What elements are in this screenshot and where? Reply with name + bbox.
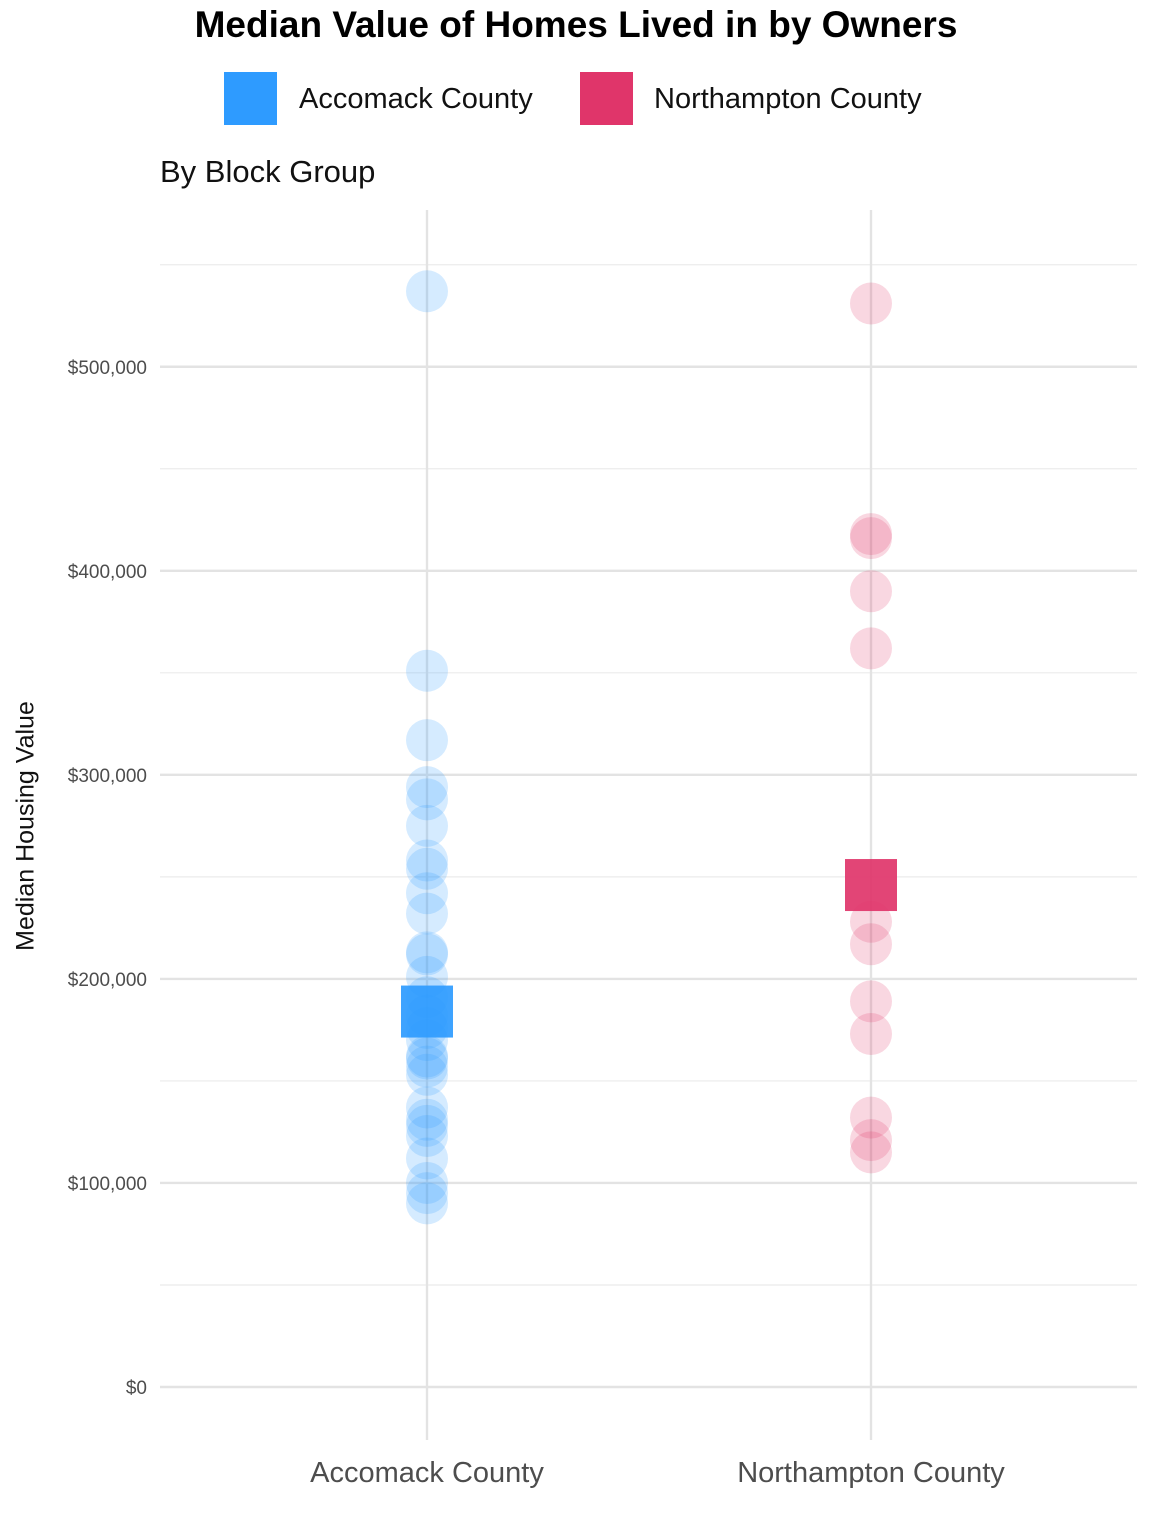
- data-point: [406, 892, 448, 935]
- data-point: [850, 1096, 892, 1139]
- data-point: [850, 517, 892, 560]
- data-point: [406, 1098, 448, 1141]
- median-marker: [401, 985, 453, 1038]
- data-point: [406, 1045, 448, 1088]
- tick-layer: $0 $100,000 $200,000 $300,000 $400,000 $500,0…: [68, 358, 1006, 1489]
- data-point: [406, 931, 448, 974]
- data-point: [406, 270, 448, 313]
- x-tick-label: Accomack County: [310, 1457, 544, 1489]
- data-point: [850, 980, 892, 1023]
- legend-label-northampton: Northampton County: [654, 83, 922, 115]
- data-point: [406, 1037, 448, 1080]
- legend-key-accomack: [224, 72, 277, 125]
- data-point: [850, 282, 892, 325]
- legend-label-accomack: Accomack County: [299, 83, 533, 115]
- y-tick-label: $0: [126, 1378, 147, 1399]
- median-layer: [401, 859, 897, 1038]
- y-tick-label: $500,000: [68, 358, 147, 379]
- x-tick-label: Northampton County: [737, 1457, 1005, 1489]
- y-tick-label: $400,000: [68, 562, 147, 583]
- data-point: [406, 933, 448, 976]
- data-point: [406, 1035, 448, 1078]
- data-point: [850, 627, 892, 670]
- data-point: [406, 1182, 448, 1225]
- data-point: [850, 923, 892, 966]
- chart-subtitle: By Block Group: [160, 154, 376, 189]
- data-point: [406, 1053, 448, 1096]
- data-point: [850, 900, 892, 943]
- data-point: [406, 1137, 448, 1180]
- data-point: [406, 804, 448, 847]
- data-point: [850, 1131, 892, 1174]
- data-point: [406, 778, 448, 821]
- data-point: [406, 847, 448, 890]
- data-point: [406, 872, 448, 915]
- y-tick-label: $100,000: [68, 1174, 147, 1195]
- data-point: [406, 1086, 448, 1129]
- grid-layer: [160, 210, 1137, 1440]
- data-point: [406, 766, 448, 809]
- legend-key-northampton: [580, 72, 633, 125]
- data-point: [850, 570, 892, 613]
- data-point: [406, 1161, 448, 1204]
- data-point: [406, 839, 448, 882]
- chart-title: Median Value of Homes Lived in by Owners: [194, 4, 958, 45]
- data-point: [406, 719, 448, 762]
- data-point: [406, 1104, 448, 1147]
- data-point: [406, 1115, 448, 1158]
- data-point: [850, 1119, 892, 1162]
- data-point: [406, 1172, 448, 1215]
- data-point: [406, 649, 448, 692]
- legend: Accomack County Northampton County: [0, 72, 1152, 126]
- median-marker: [845, 859, 897, 912]
- data-point: [850, 1012, 892, 1055]
- y-tick-label: $200,000: [68, 970, 147, 991]
- data-point: [850, 513, 892, 556]
- y-tick-label: $300,000: [68, 766, 147, 787]
